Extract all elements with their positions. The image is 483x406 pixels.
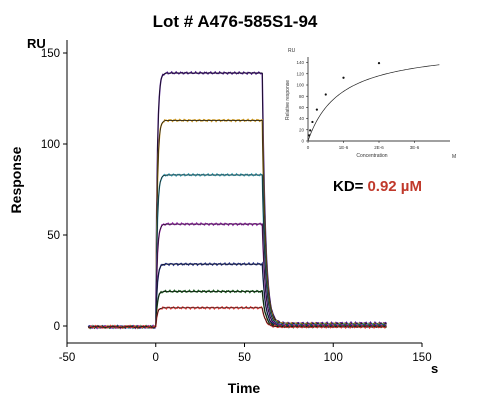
x-axis-label: Time [228, 380, 261, 396]
inset-y-axis-label: Relative response [285, 80, 291, 120]
y-axis-label: Response [8, 146, 24, 213]
sensorgram-curve [88, 172, 387, 330]
inset-y-tick-label: 0 [301, 139, 304, 144]
chart-title: Lot # A476-585S1-94 [153, 12, 318, 31]
y-tick-label: 50 [47, 230, 60, 242]
sensorgram-curve [88, 305, 387, 330]
inset-data-point [308, 134, 311, 137]
inset-x-tick-label: 1E-6 [339, 145, 349, 150]
inset-x-unit-label: M [452, 154, 456, 160]
y-tick-label: 100 [41, 139, 60, 151]
y-unit-label: RU [27, 36, 46, 51]
y-tick-label: 150 [41, 48, 60, 60]
inset-y-tick-label: 100 [296, 83, 304, 88]
sensorgram-fit-line [88, 72, 387, 328]
sensorgram-curve [87, 261, 387, 330]
kd-annotation: KD= 0.92 µM [333, 178, 422, 195]
inset-y-tick-label: 80 [299, 94, 305, 99]
kd-value: 0.92 µM [367, 178, 422, 195]
x-tick-label: 100 [324, 352, 343, 364]
inset-data-point [377, 62, 381, 65]
inset-fit-series [307, 62, 440, 142]
x-tick-label: -50 [59, 352, 76, 364]
inset-data-point [324, 93, 327, 96]
inset-fit-line [307, 64, 440, 142]
inset-x-tick-label: 3E-6 [410, 145, 420, 150]
inset-axis-ticks: 0 1E-6 2E-6 3E-6 0 20 40 60 80 100 120 140 [296, 60, 419, 150]
inset-x-axis-label: Concentration [356, 153, 387, 159]
sensorgram-fit-line [88, 291, 387, 328]
x-tick-label: 150 [412, 352, 431, 364]
sensorgram-fit-line [88, 174, 387, 328]
affinity-inset: 0 1E-6 2E-6 3E-6 0 20 40 60 80 100 120 140 RU M Con… [285, 48, 456, 160]
inset-data-point [342, 76, 345, 79]
sensorgram-fit-line [88, 223, 387, 328]
kd-label: KD= [333, 178, 364, 195]
inset-data-point [315, 108, 318, 111]
inset-x-tick-label: 2E-6 [374, 145, 384, 150]
x-tick-label: 50 [238, 352, 251, 364]
sensorgram-fit-line [88, 307, 387, 328]
x-unit-label: s [431, 361, 438, 376]
sensorgram-series [87, 70, 388, 330]
inset-x-tick-label: 0 [307, 145, 310, 150]
inset-y-tick-label: 140 [296, 60, 304, 65]
inset-data-point [309, 129, 312, 132]
y-tick-label: 0 [54, 321, 60, 333]
inset-y-tick-label: 60 [299, 105, 305, 110]
inset-y-unit-label: RU [288, 48, 296, 54]
inset-y-tick-label: 40 [299, 116, 305, 121]
inset-data-point [311, 120, 314, 124]
x-tick-label: 0 [153, 352, 159, 364]
inset-y-tick-label: 120 [296, 71, 304, 76]
sensorgram-fit-line [88, 263, 387, 328]
inset-y-tick-label: 20 [299, 127, 305, 132]
main-axis-ticks: -50 0 50 100 150 0 50 100 150 [41, 48, 432, 364]
sensorgram-curve [87, 221, 387, 330]
